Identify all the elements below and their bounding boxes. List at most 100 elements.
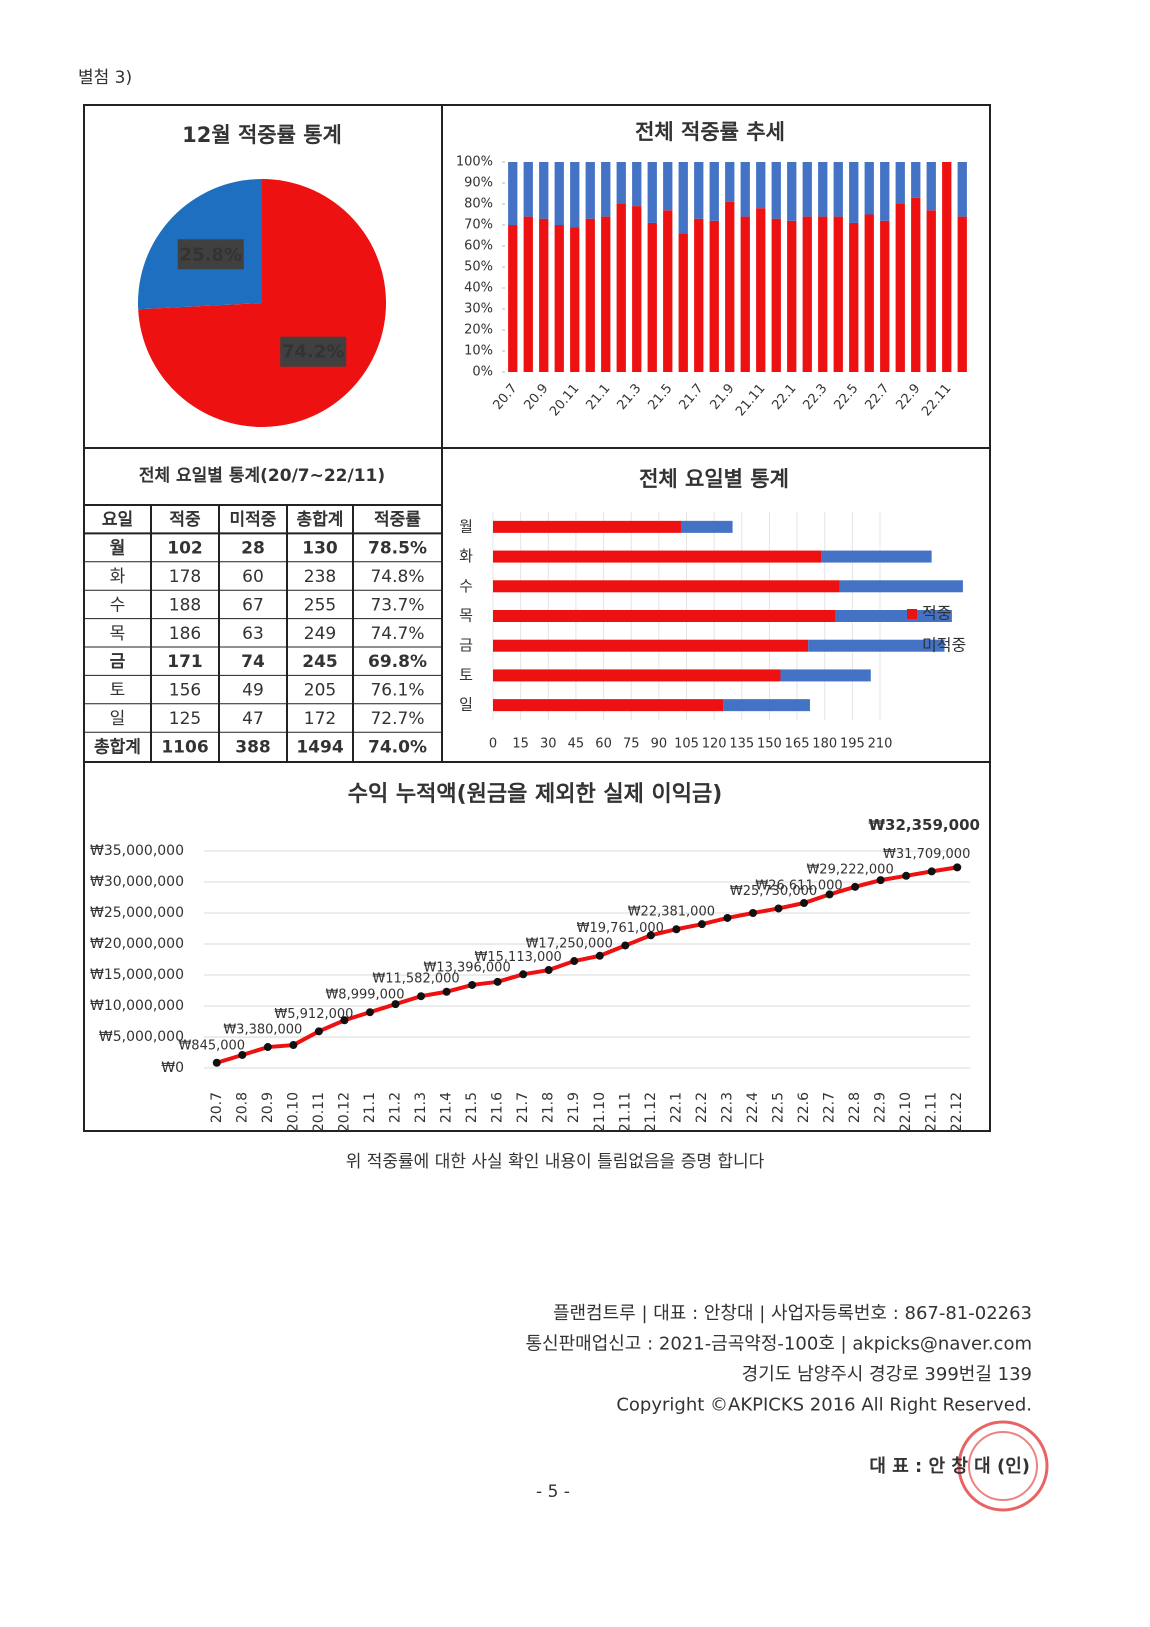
table-cell: 255 <box>304 595 336 615</box>
data-point <box>825 890 834 899</box>
bar <box>839 580 963 593</box>
data-label: ₩26,611,000 <box>755 879 842 894</box>
chart-title: 수익 누적액(원금을 제외한 실제 이익금) <box>348 782 723 807</box>
table-cell: 102 <box>167 539 203 559</box>
bar <box>942 162 952 372</box>
bar <box>508 225 518 372</box>
x-tick-label: 45 <box>568 737 585 752</box>
y-tick-label: ₩10,000,000 <box>90 998 184 1014</box>
data-point <box>263 1043 272 1052</box>
x-tick-label: 21.3 <box>413 1092 429 1123</box>
bar <box>663 210 673 372</box>
footer-line: 플랜컴트루 | 대표 : 안창대 | 사업자등록번호 : 867-81-0226… <box>553 1303 1032 1324</box>
footer-line: 통신판매업신고 : 2021-금곡약정-100호 | akpicks@naver… <box>525 1334 1032 1355</box>
bar <box>554 162 564 225</box>
data-point <box>570 957 579 966</box>
x-tick-label: 21.4 <box>439 1092 455 1123</box>
table-cell: 토 <box>110 681 126 701</box>
bar <box>756 208 766 372</box>
bar <box>895 162 905 204</box>
table-cell: 74 <box>241 652 265 672</box>
data-point <box>621 941 630 950</box>
y-tick-label: 90% <box>464 176 493 191</box>
data-line <box>216 865 958 1065</box>
table-cell: 73.7% <box>370 595 424 615</box>
x-tick-label: 21.7 <box>515 1092 531 1123</box>
bar <box>849 162 859 223</box>
bar <box>585 162 595 219</box>
y-tick-label: ₩5,000,000 <box>99 1029 184 1045</box>
bar <box>585 218 595 372</box>
table-cell: 78.5% <box>368 539 427 559</box>
table-cell: 245 <box>302 652 338 672</box>
x-tick-label: 22.9 <box>893 381 923 413</box>
data-point <box>723 913 732 922</box>
x-tick-label: 20.7 <box>209 1092 225 1123</box>
bar <box>771 218 781 372</box>
bar <box>895 204 905 372</box>
x-tick-label: 21.8 <box>541 1092 557 1123</box>
data-point <box>646 931 655 940</box>
bar <box>787 220 797 372</box>
y-tick-label: 0% <box>472 365 493 380</box>
data-label: ₩17,250,000 <box>526 937 613 952</box>
x-tick-label: 20.12 <box>336 1092 352 1132</box>
data-point <box>851 882 860 891</box>
data-point <box>876 876 885 885</box>
bar <box>632 206 642 372</box>
bar <box>787 162 797 221</box>
page-number: - 5 - <box>536 1482 570 1502</box>
x-tick-label: 20.7 <box>490 381 520 413</box>
bar <box>771 162 781 219</box>
bar <box>723 699 810 712</box>
legend-swatch <box>907 641 917 651</box>
x-tick-label: 21.1 <box>362 1092 378 1123</box>
y-tick-label: 금 <box>459 636 473 654</box>
bar <box>508 162 518 225</box>
bar <box>647 222 657 372</box>
bar <box>539 218 549 372</box>
bar <box>780 669 871 682</box>
x-tick-label: 21.10 <box>592 1092 608 1132</box>
x-tick-label: 22.9 <box>873 1092 889 1123</box>
bar <box>663 162 673 211</box>
x-tick-label: 20.8 <box>234 1092 250 1123</box>
y-tick-label: ₩25,000,000 <box>90 905 184 921</box>
y-tick-label: 화 <box>459 547 473 565</box>
bar <box>523 162 533 217</box>
bar <box>694 218 704 372</box>
data-point <box>902 871 911 880</box>
x-tick-label: 180 <box>812 737 837 752</box>
table-cell: 일 <box>110 709 126 729</box>
x-tick-label: 22.3 <box>800 381 830 413</box>
x-tick-label: 22.5 <box>831 381 861 413</box>
table-cell: 월 <box>110 539 126 559</box>
table-cell: 49 <box>242 681 264 701</box>
bar <box>709 220 719 372</box>
table-cell: 63 <box>242 624 264 644</box>
bar <box>523 216 533 372</box>
bar <box>493 520 681 533</box>
x-tick-label: 20.9 <box>260 1092 276 1123</box>
y-tick-label: ₩20,000,000 <box>90 936 184 952</box>
data-point <box>417 992 426 1001</box>
bar <box>725 162 735 202</box>
y-tick-label: 10% <box>464 344 493 359</box>
table-cell: 총합계 <box>297 509 344 530</box>
data-label: ₩15,113,000 <box>475 950 562 965</box>
x-tick-label: 21.3 <box>614 381 644 413</box>
bar <box>864 214 874 372</box>
chart-title: 전체 적중률 추세 <box>635 120 785 144</box>
chart-title: 전체 요일별 통계 <box>639 467 789 491</box>
x-tick-label: 210 <box>868 737 893 752</box>
x-tick-label: 20.11 <box>311 1092 327 1132</box>
bar <box>880 220 890 372</box>
table-cell: 60 <box>242 567 264 587</box>
table-cell: 적중률 <box>374 510 421 530</box>
table-cell: 1106 <box>161 737 208 757</box>
x-tick-label: 21.11 <box>733 381 768 419</box>
x-tick-label: 20.11 <box>547 381 582 419</box>
table-cell: 28 <box>241 539 265 559</box>
x-tick-label: 22.7 <box>862 381 892 413</box>
